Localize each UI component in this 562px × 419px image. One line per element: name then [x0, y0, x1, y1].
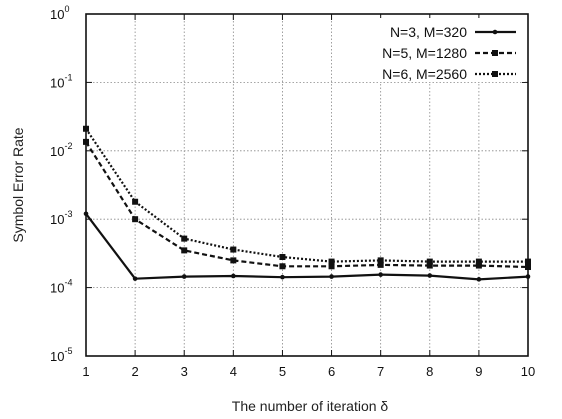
data-point: [377, 261, 384, 268]
x-tick-label: 5: [279, 364, 286, 379]
data-point: [492, 50, 498, 56]
x-tick-label: 6: [328, 364, 335, 379]
data-point: [132, 216, 139, 223]
data-point: [378, 272, 383, 277]
series-2: [83, 138, 531, 271]
data-point: [230, 257, 237, 264]
x-tick-label: 2: [131, 364, 138, 379]
x-tick-label: 3: [181, 364, 188, 379]
x-tick-label: 9: [475, 364, 482, 379]
legend: N=3, M=320 N=5, M=1280 N=6, M=2560: [345, 18, 525, 82]
data-point: [132, 198, 139, 205]
data-point: [426, 258, 433, 265]
data-point: [181, 274, 187, 279]
y-tick-label: 10-4: [50, 278, 72, 296]
ticks: 1 2 3 4 5 6 7 8 9 10 10-5 10-4 10-3 10-2 10-1 100: [50, 4, 535, 379]
data-point: [476, 277, 482, 282]
x-tick-label: 4: [230, 364, 237, 379]
series-line: [85, 141, 529, 269]
data-point: [328, 258, 335, 265]
y-axis-label: Symbol Error Rate: [10, 127, 26, 242]
y-tick-label: 100: [50, 4, 69, 22]
data-point: [377, 257, 384, 264]
data-point: [280, 274, 285, 280]
data-point: [279, 263, 286, 270]
series-layer: [83, 125, 531, 282]
y-tick-label: 10-3: [50, 209, 72, 227]
series-line: [85, 128, 528, 263]
data-point: [426, 262, 433, 269]
y-tick-label: 10-1: [50, 72, 72, 90]
data-point: [181, 247, 188, 254]
data-point: [427, 273, 433, 278]
data-point: [475, 262, 482, 269]
data-point: [329, 274, 334, 279]
plot-frame: [85, 13, 529, 357]
legend-label: N=5, M=1280: [382, 45, 467, 61]
x-tick-label: 7: [377, 364, 384, 379]
x-axis-label: The number of iteration δ: [232, 398, 389, 414]
data-point: [230, 246, 237, 253]
data-point: [492, 71, 498, 77]
x-tick-label: 10: [521, 364, 535, 379]
y-tick-label: 10-5: [50, 346, 72, 364]
data-point: [132, 276, 138, 281]
legend-label: N=3, M=320: [390, 24, 467, 40]
x-tick-label: 1: [82, 364, 89, 379]
data-point: [492, 29, 498, 35]
data-point: [328, 263, 335, 270]
data-point: [475, 258, 482, 265]
legend-label: N=6, M=2560: [382, 66, 467, 82]
series-1: [83, 211, 531, 282]
y-tick-label: 10-2: [50, 141, 72, 159]
series-3: [83, 125, 531, 265]
x-tick-label: 8: [426, 364, 433, 379]
data-point: [181, 235, 188, 242]
data-point: [279, 254, 286, 261]
data-point: [231, 273, 236, 279]
series-line: [85, 213, 529, 281]
